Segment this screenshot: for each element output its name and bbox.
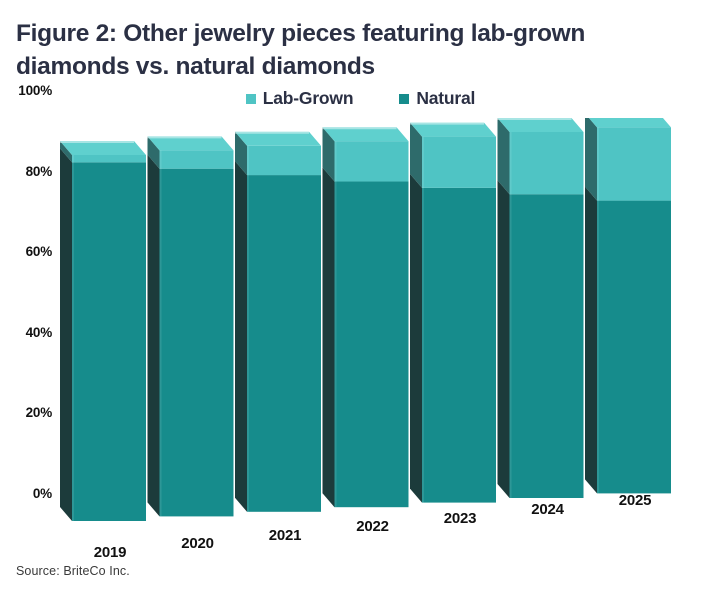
bar-top-edge-highlight: [147, 136, 222, 139]
x-tick-label: 2019: [93, 544, 127, 561]
bar-side-natural: [235, 161, 247, 512]
bar-top-face: [588, 118, 671, 128]
bar-top-edge-highlight: [60, 141, 134, 143]
bar-front-highlight: [334, 141, 337, 508]
bar-segment-lab-grown: [597, 127, 671, 201]
bar-segment-natural: [159, 168, 234, 517]
bar-segment-natural: [509, 194, 584, 498]
x-tick-label: 2020: [181, 535, 214, 553]
bar-top-edge-highlight: [322, 127, 397, 130]
bar-side-natural: [585, 186, 597, 494]
bar-segment-natural: [422, 187, 496, 503]
bar-front-highlight: [72, 155, 74, 521]
bar-segment-lab-grown: [159, 150, 234, 169]
bar-side-natural: [410, 173, 422, 503]
bar-top-face: [497, 118, 584, 132]
legend-swatch-natural: [399, 93, 410, 104]
bar-segment-lab-grown: [422, 136, 496, 188]
bar-group[interactable]: [585, 118, 671, 494]
bar-side-lab-grown: [497, 118, 510, 195]
bar-side-natural: [147, 154, 160, 517]
bar-side-lab-grown: [147, 136, 160, 169]
bar-group[interactable]: [497, 118, 584, 498]
bar-front-highlight: [422, 136, 424, 503]
y-tick-label: 20%: [25, 405, 53, 421]
legend-swatch-lab-grown: [245, 93, 256, 104]
bar-top-face: [147, 136, 234, 151]
bar-segment-lab-grown: [247, 145, 321, 176]
source-note: Source: BriteCo Inc.: [16, 564, 130, 578]
bar-side-natural: [60, 148, 72, 521]
bar-group[interactable]: [147, 136, 234, 517]
y-tick-label: 40%: [25, 324, 53, 340]
bar-segment-natural: [597, 200, 671, 494]
legend-label-lab-grown: Lab-Grown: [262, 88, 354, 108]
y-tick-label: 100%: [18, 83, 52, 98]
bars-svg: [60, 118, 671, 521]
bar-top-edge-highlight: [235, 131, 309, 134]
y-tick-label: 0%: [32, 486, 52, 501]
bar-segment-lab-grown: [334, 141, 409, 182]
bar-front-highlight: [509, 132, 512, 498]
chart-legend: Lab-Grown Natural: [0, 88, 721, 108]
bar-segment-natural: [72, 162, 146, 521]
bar-side-lab-grown: [585, 118, 597, 201]
bar-top-face: [322, 127, 409, 142]
bar-segment-lab-grown: [72, 155, 146, 163]
bar-segment-lab-grown: [509, 132, 584, 195]
bar-group[interactable]: [60, 141, 146, 521]
y-tick-label: 80%: [25, 163, 53, 179]
bar-front-highlight: [597, 127, 599, 494]
legend-label-natural: Natural: [416, 88, 476, 108]
legend-item-lab-grown[interactable]: Lab-Grown: [245, 88, 354, 108]
bar-front-highlight: [247, 145, 249, 512]
bar-top-face: [60, 141, 146, 155]
bar-top-edge-highlight: [497, 118, 572, 120]
bar-side-lab-grown: [60, 141, 72, 163]
bar-side-natural: [322, 167, 335, 508]
bar-top-face: [410, 122, 496, 137]
y-tick-label: 60%: [25, 244, 53, 260]
bar-group[interactable]: [235, 131, 321, 512]
bar-side-natural: [497, 180, 510, 498]
bar-group[interactable]: [322, 127, 409, 508]
figure-title: Figure 2: Other jewelry pieces featuring…: [16, 20, 586, 80]
bar-segment-natural: [247, 175, 321, 512]
bar-side-lab-grown: [235, 131, 247, 176]
y-axis: 0% 20% 40% 60% 80% 100%: [6, 84, 53, 533]
bar-top-face: [235, 131, 321, 146]
bar-segment-natural: [334, 181, 409, 508]
legend-item-natural[interactable]: Natural: [399, 88, 476, 108]
bar-top-edge-highlight: [410, 122, 484, 125]
bar-front-highlight: [159, 150, 162, 517]
bar-side-lab-grown: [322, 127, 335, 182]
bar-group[interactable]: [410, 122, 496, 503]
bar-side-lab-grown: [410, 122, 422, 188]
plot-area: [0, 118, 721, 533]
